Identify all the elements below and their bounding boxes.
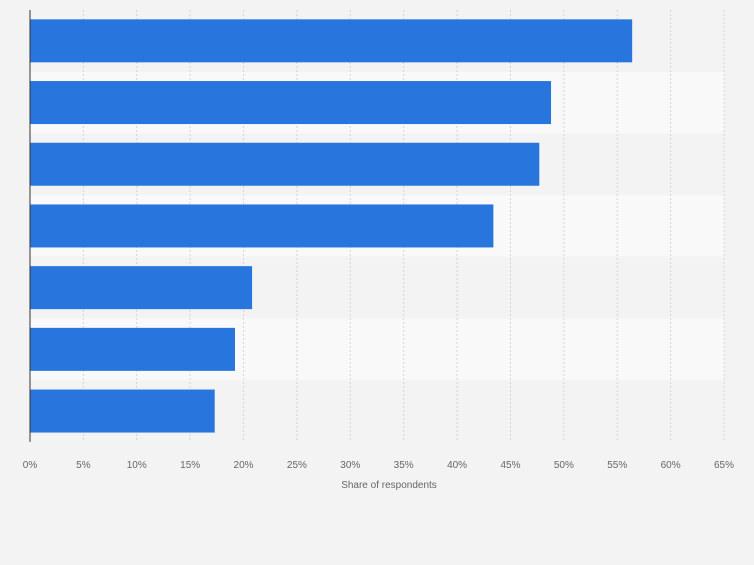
x-tick-label: 40%: [447, 460, 467, 471]
x-tick-label: 10%: [127, 460, 147, 471]
x-tick-labels: 0% 5% 10% 15% 20% 25% 30% 35% 40% 45% 50% 55% 60% 65%: [23, 460, 734, 471]
x-tick-label: 30%: [340, 460, 360, 471]
x-tick-label: 45%: [500, 460, 520, 471]
bar: [30, 19, 633, 63]
x-tick-label: 65%: [714, 460, 734, 471]
bar: [30, 389, 215, 433]
x-tick-label: 5%: [76, 460, 91, 471]
bar: [30, 266, 253, 310]
x-axis-title: Share of respondents: [341, 480, 437, 491]
x-tick-label: 60%: [661, 460, 681, 471]
x-tick-label: 15%: [180, 460, 200, 471]
x-tick-label: 50%: [554, 460, 574, 471]
bar: [30, 81, 552, 125]
x-tick-label: 0%: [23, 460, 38, 471]
x-tick-label: 55%: [607, 460, 627, 471]
x-tick-label: 35%: [394, 460, 414, 471]
bar: [30, 327, 235, 371]
x-tick-label: 20%: [234, 460, 254, 471]
x-tick-label: 25%: [287, 460, 307, 471]
bars: [30, 19, 633, 433]
bar: [30, 142, 540, 186]
bar: [30, 204, 494, 248]
